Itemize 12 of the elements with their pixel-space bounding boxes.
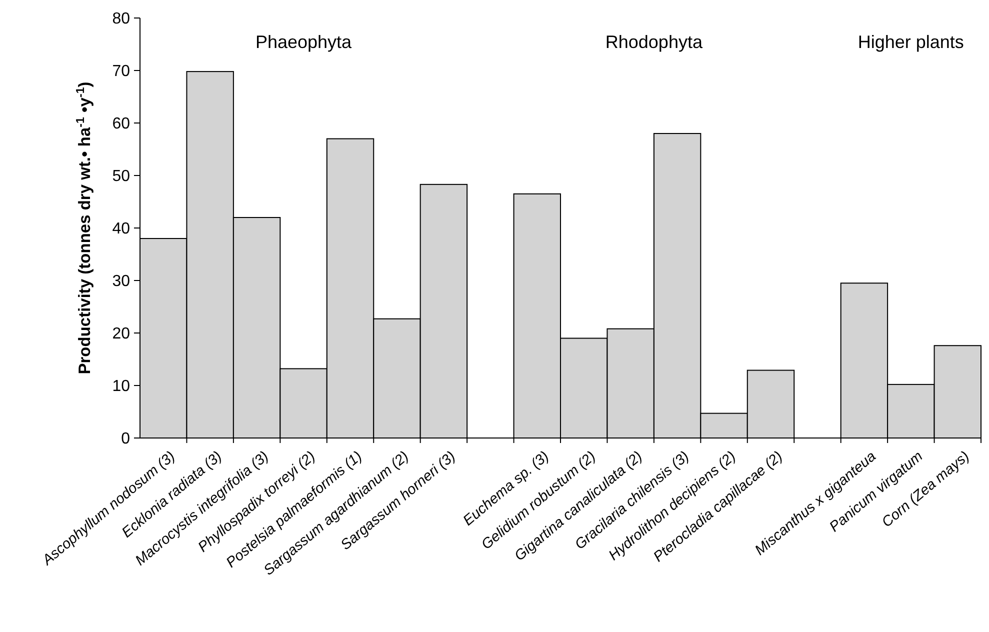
y-tick-label: 30 <box>112 273 130 290</box>
annotation: Higher plants <box>858 32 964 52</box>
y-tick-label: 20 <box>112 326 130 343</box>
y-tick-label: 80 <box>112 10 130 28</box>
y-tick-label: 50 <box>112 168 130 186</box>
annotation: Rhodophyta <box>605 32 704 52</box>
y-tick-label: 70 <box>112 63 130 80</box>
y-tick-label: 0 <box>121 430 130 448</box>
y-tick-label: 60 <box>112 116 130 133</box>
annotation: Phaeophyta <box>255 32 353 52</box>
y-tick-label: 10 <box>112 378 130 396</box>
y-tick-label: 40 <box>112 220 130 238</box>
